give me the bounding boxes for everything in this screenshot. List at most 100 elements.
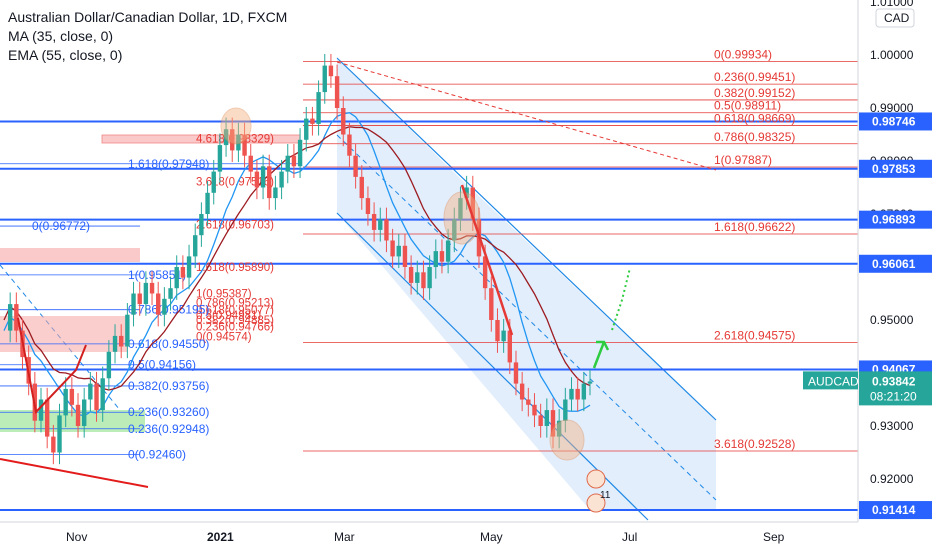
candle-body [575, 388, 580, 400]
fib-mid-label: 4.618(0.98329) [196, 134, 274, 146]
candle-body [254, 171, 260, 188]
candle-body [75, 404, 81, 426]
candle-body [88, 383, 93, 400]
candle-body [149, 282, 155, 294]
candle-body [439, 251, 445, 262]
candle-body [408, 267, 414, 283]
candle-body [112, 335, 118, 352]
down-arrow [460, 184, 514, 336]
level-price-label: 0.96061 [872, 257, 916, 271]
candle-body [489, 288, 494, 320]
current-price-tag[interactable] [859, 371, 932, 406]
horizontal-levels[interactable] [0, 61, 858, 512]
candle-body [421, 272, 426, 289]
candle-body [174, 267, 179, 289]
symbol-tag[interactable] [803, 371, 858, 390]
candle-body [14, 304, 19, 331]
fib-mid-label: 0.786(0.95213) [196, 298, 274, 310]
fib-left-label: 0.5(0.94156) [128, 358, 196, 372]
candle-body [328, 65, 334, 77]
candle-body [402, 245, 408, 267]
candle-body [267, 166, 272, 199]
candle-body [69, 388, 75, 405]
candle-body [390, 240, 395, 257]
projection-arrow [611, 267, 631, 331]
fib-right-label: 0(0.99934) [714, 47, 772, 61]
legend-ema: EMA (55, close, 0) [8, 47, 123, 63]
level-price-label: 0.91414 [872, 503, 916, 517]
candle-body [316, 92, 321, 124]
level-price-tag[interactable] [859, 254, 932, 273]
fib-left-label: 1(0.95851) [128, 268, 186, 282]
candle-body [581, 383, 587, 400]
channel-upper-line [336, 57, 717, 421]
candle-body [168, 288, 173, 299]
candle-body [297, 139, 303, 167]
legend-ma: MA (35, close, 0) [8, 28, 114, 44]
trend-line-bottom [0, 458, 149, 488]
candle-body [131, 293, 136, 315]
fib-left-label: 0.786(0.95195) [128, 303, 209, 317]
fib-mid-label: 0(0.94574) [196, 332, 252, 344]
fib-left-label: 0.236(0.92948) [128, 422, 209, 436]
fib-left-label: 0.618(0.94550) [128, 337, 209, 351]
legend-title: Australian Dollar/Canadian Dollar, 1D, F… [8, 9, 288, 25]
channel-mid-line [336, 134, 717, 501]
candle-body [415, 272, 420, 283]
candle-body [371, 214, 377, 230]
fib-levels: 0(0.99934)0.236(0.99451)0.382(0.99152)0.… [0, 47, 858, 462]
symbol-label: AUDCAD [808, 374, 859, 388]
candle-body [495, 320, 500, 342]
candle-body [57, 415, 62, 453]
candle-body [532, 404, 537, 416]
candle-body [464, 187, 469, 199]
currency-badge [875, 8, 915, 28]
level-price-tag[interactable] [859, 210, 932, 229]
time-tick-label: 2021 [207, 530, 234, 544]
fib-mid-label: 0.382(0.94885) [196, 315, 274, 327]
candle-body [38, 399, 44, 421]
candle-body [310, 118, 315, 124]
countdown-label: 08:21:20 [870, 389, 917, 403]
time-tick-label: Sep [763, 530, 785, 544]
fib-right-label: 1.618(0.96622) [714, 220, 795, 234]
candle-body [223, 129, 229, 146]
marker-circle [586, 493, 606, 513]
candle-body [569, 388, 574, 400]
candle-body [556, 420, 562, 437]
candle-body [63, 388, 68, 416]
highlight-circle [549, 419, 585, 461]
marker-count-label: 11 [600, 490, 611, 501]
candle-body [44, 399, 50, 437]
time-tick-label: Jul [622, 530, 637, 544]
price-axis-bg [858, 0, 932, 550]
candle-body [482, 256, 488, 289]
price-tick-label: 0.93000 [870, 419, 914, 433]
candle-body [458, 198, 463, 220]
price-tick-label: 0.92000 [870, 472, 914, 486]
candle-body [378, 219, 383, 230]
level-price-tag[interactable] [859, 112, 932, 131]
fib-left-label: 0.382(0.93756) [128, 379, 209, 393]
candle-body [180, 267, 186, 278]
up-arrow [592, 341, 606, 369]
candle-body [143, 282, 149, 305]
level-price-tag[interactable] [859, 159, 932, 178]
fib-right-label: 3.618(0.92528) [714, 437, 795, 451]
candle-body [384, 219, 389, 241]
time-axis[interactable]: Nov 2021 Mar May Jul Sep [0, 521, 932, 550]
candle-body [501, 330, 506, 342]
candle-body [445, 240, 451, 262]
candle-body [125, 314, 130, 347]
candle-body [193, 235, 198, 257]
price-tick-label: 1.00000 [870, 48, 914, 62]
candle-body [137, 293, 142, 305]
fib-mid-label: 1.618(0.95890) [196, 262, 274, 274]
fib-left-label: 0(0.92460) [128, 448, 186, 462]
level-price-tag[interactable] [859, 501, 932, 520]
candle-body [427, 267, 432, 289]
price-axis[interactable]: 1.010001.000000.990000.980000.970000.960… [803, 0, 932, 550]
currency-label: CAD [884, 11, 910, 25]
current-price-label: 0.93842 [872, 374, 916, 388]
